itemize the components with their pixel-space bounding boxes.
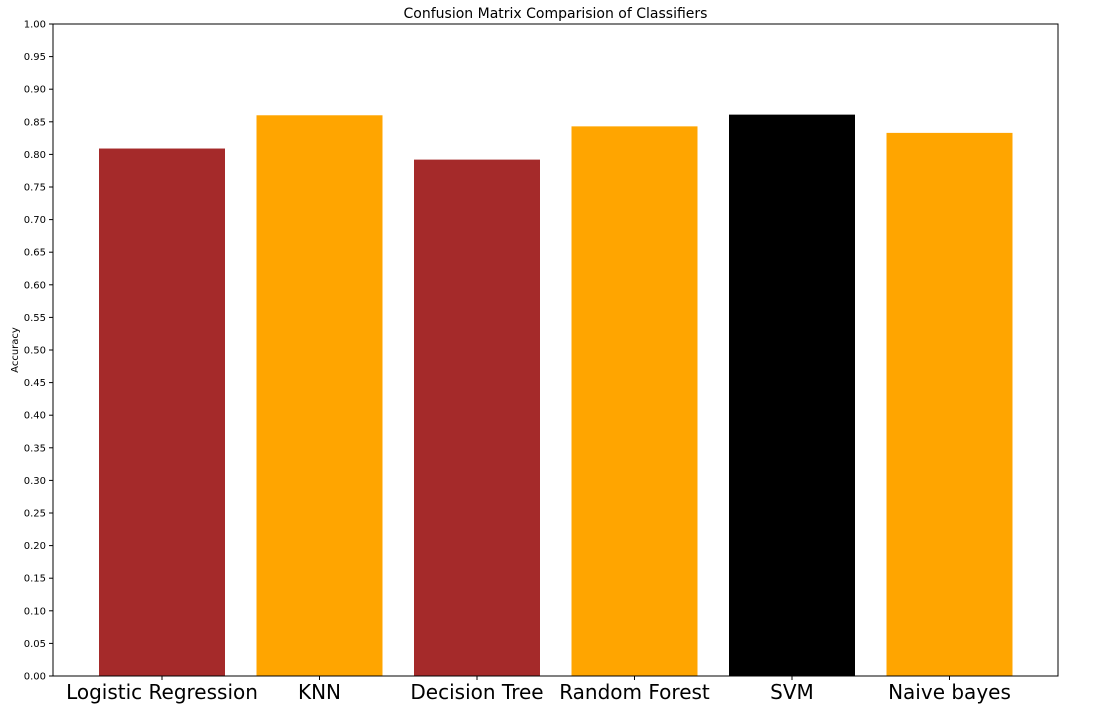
y-tick-label: 1.00 [24,20,46,31]
y-tick-label: 0.20 [24,541,46,552]
x-tick-label: SVM [770,680,814,704]
y-tick-label: 0.15 [24,574,46,585]
x-tick-label: Random Forest [559,680,710,704]
x-tick-label: Logistic Regression [66,680,258,704]
y-tick-label: 0.90 [24,85,46,96]
y-axis-label: Accuracy [10,327,21,373]
y-tick-label: 0.25 [24,509,46,520]
chart-title: Confusion Matrix Comparision of Classifi… [404,6,708,22]
y-tick-label: 0.45 [24,378,46,389]
x-tick-label: Naive bayes [888,680,1011,704]
bar-random-forest [571,126,698,676]
x-axis-ticks: Logistic Regression KNN Decision Tree Rando… [66,676,1011,704]
bar-naive-bayes [886,132,1013,676]
y-tick-label: 0.85 [24,117,46,128]
y-tick-label: 0.35 [24,443,46,454]
x-tick-label: Decision Tree [410,680,543,704]
y-tick-label: 0.60 [24,280,46,291]
y-tick-label: 0.75 [24,183,46,194]
x-tick-label: KNN [298,680,341,704]
plot-area-frame [52,23,1059,677]
y-tick-label: 0.05 [24,639,46,650]
y-tick-label: 0.55 [24,313,46,324]
bar-logistic-regression [99,148,225,677]
y-tick-label: 0.80 [24,150,46,161]
y-tick-label: 0.00 [24,672,46,683]
y-axis-ticks: 0.00 0.05 0.10 0.15 0.20 0.25 0.30 0.35 0.40 0.45… [24,20,53,683]
y-tick-label: 0.40 [24,411,46,422]
y-tick-label: 0.30 [24,476,46,487]
bar-decision-tree [414,159,540,677]
y-tick-label: 0.50 [24,346,46,357]
bar-group [99,114,1013,677]
y-tick-label: 0.70 [24,215,46,226]
y-tick-label: 0.65 [24,248,46,259]
bar-knn [256,115,383,676]
bar-svm [729,114,855,677]
y-tick-label: 0.10 [24,606,46,617]
y-tick-label: 0.95 [24,52,46,63]
